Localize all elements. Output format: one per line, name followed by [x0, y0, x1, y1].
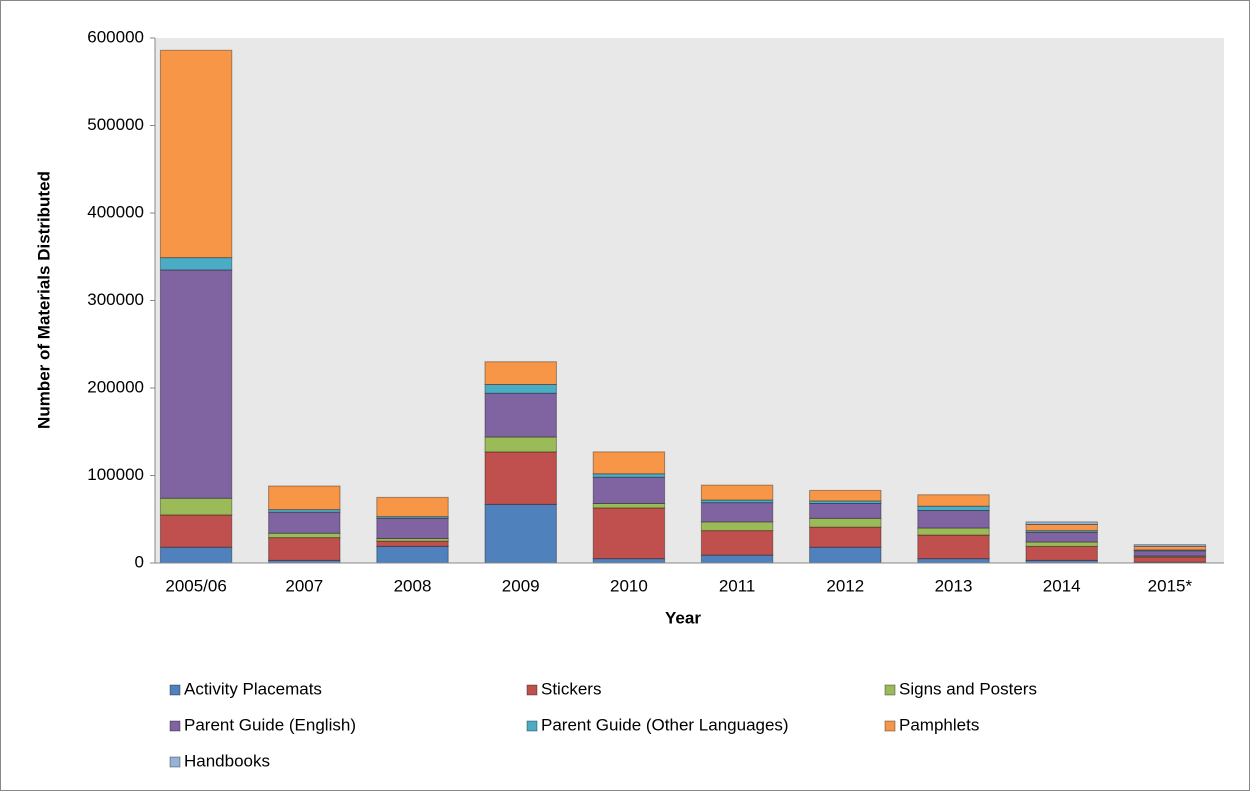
bar-segment — [1133, 544, 1207, 547]
bar-segment — [592, 473, 666, 478]
bar-segment — [484, 436, 557, 453]
bar-segment — [917, 505, 990, 511]
bar-segment — [917, 510, 990, 529]
bar-segment — [1025, 524, 1098, 532]
legend-label: Pamphlets — [899, 715, 979, 734]
bar-segment — [268, 532, 341, 539]
bar-segment — [809, 503, 882, 519]
bar-segment — [484, 451, 557, 505]
bar-segment — [700, 530, 774, 556]
x-tick-label: 2013 — [935, 576, 973, 595]
bar-segment — [592, 507, 666, 560]
bar-segment — [809, 546, 882, 564]
x-tick-label: 2014 — [1043, 576, 1081, 595]
bar-segment — [592, 558, 666, 564]
x-tick-label: 2005/06 — [165, 576, 226, 595]
y-tick-label: 200000 — [87, 377, 144, 396]
bar-segment — [159, 257, 233, 271]
plot-area — [155, 38, 1224, 563]
bar-segment — [376, 517, 449, 539]
legend-label: Parent Guide (Other Languages) — [541, 715, 789, 734]
bar-segment — [700, 521, 774, 532]
bar-segment — [700, 502, 774, 523]
bar-segment — [700, 554, 774, 564]
bar-segment — [592, 476, 666, 504]
bar-segment — [917, 494, 990, 507]
bar-segment — [1133, 545, 1207, 551]
bar-segment — [592, 503, 666, 509]
bar-segment — [484, 503, 557, 564]
x-tick-label: 2015* — [1148, 576, 1193, 595]
bar-segment — [376, 496, 449, 518]
bar-segment — [268, 511, 341, 534]
bar-segment — [268, 537, 341, 561]
bar-segment — [376, 545, 449, 564]
legend-swatch — [169, 720, 181, 732]
legend-label: Signs and Posters — [899, 679, 1037, 698]
legend-swatch — [169, 756, 181, 768]
bar-segment — [809, 517, 882, 528]
legend-swatch — [526, 684, 538, 696]
y-tick-label: 500000 — [87, 115, 144, 134]
x-tick-label: 2010 — [610, 576, 648, 595]
bar-segment — [592, 451, 666, 475]
y-tick-label: 300000 — [87, 290, 144, 309]
y-tick-label: 100000 — [87, 465, 144, 484]
x-tick-label: 2007 — [285, 576, 323, 595]
bar-segment — [484, 384, 557, 394]
legend-swatch — [884, 720, 896, 732]
bar-segment — [809, 526, 882, 548]
bar-segment — [809, 489, 882, 502]
bar-segment — [159, 497, 233, 516]
bar-segment — [700, 484, 774, 501]
legend-label: Activity Placemats — [184, 679, 322, 698]
bar-segment — [159, 269, 233, 499]
x-axis-label: Year — [665, 608, 701, 627]
legend-label: Stickers — [541, 679, 601, 698]
y-tick-label: 0 — [135, 552, 144, 571]
legend-label: Handbooks — [184, 751, 270, 770]
bar-segment — [1025, 521, 1098, 525]
bar-segment — [484, 392, 557, 438]
x-tick-label: 2009 — [502, 576, 540, 595]
legend-swatch — [526, 720, 538, 732]
x-tick-label: 2011 — [719, 576, 756, 595]
bar-segment — [159, 546, 233, 564]
bar-segment — [159, 49, 233, 259]
bar-segment — [1025, 541, 1098, 547]
bar-segment — [484, 361, 557, 385]
legend-swatch — [884, 684, 896, 696]
bar-segment — [917, 527, 990, 536]
bar-segment — [376, 540, 449, 547]
bar-segment — [159, 514, 233, 548]
bar-segment — [1133, 556, 1207, 563]
bar-segment — [917, 534, 990, 560]
y-tick-label: 400000 — [87, 202, 144, 221]
bar-segment — [268, 485, 341, 511]
legend-label: Parent Guide (English) — [184, 715, 356, 734]
y-axis-label: Number of Materials Distributed — [34, 171, 53, 429]
bar-segment — [917, 558, 990, 564]
x-tick-label: 2012 — [826, 576, 864, 595]
bar-segment — [1025, 545, 1098, 561]
bar-segment — [1133, 550, 1207, 557]
bar-segment — [1025, 531, 1098, 543]
y-tick-label: 600000 — [87, 27, 144, 46]
x-tick-label: 2008 — [394, 576, 432, 595]
legend-swatch — [169, 684, 181, 696]
